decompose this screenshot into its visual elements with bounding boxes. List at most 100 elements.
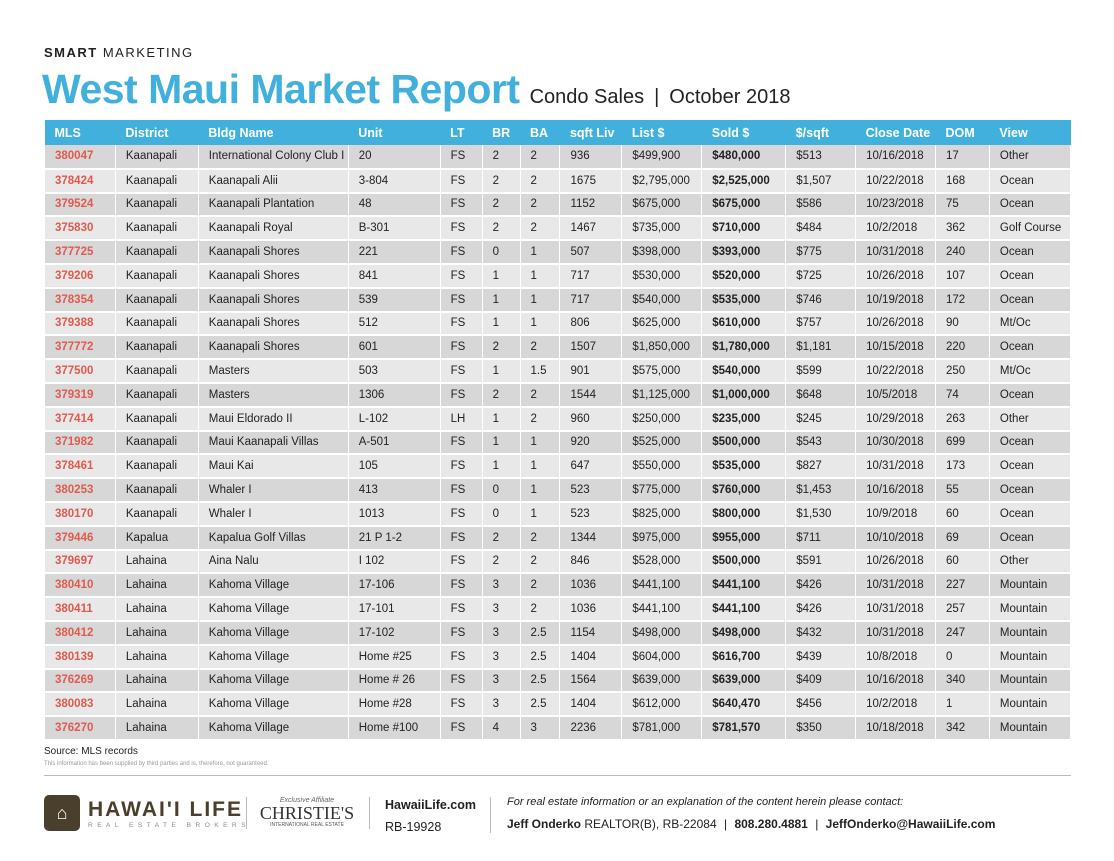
table-cell: 846 [559, 549, 623, 575]
mls-number: 377414 [44, 406, 116, 432]
table-cell: Lahaina [114, 597, 199, 622]
table-cell: 1 [519, 454, 561, 480]
table-cell: Kaanapali [114, 263, 199, 289]
table-row: 379319 Kaanapali Masters 1306 FS 2 2 1544 $1,125… [44, 382, 1072, 408]
marketing-label: MARKETING [102, 45, 194, 60]
table-cell: 10/26/2018 [855, 311, 936, 337]
mls-number: 380253 [44, 478, 116, 503]
column-header: BA [520, 120, 560, 145]
table-cell: Kaanapali [114, 359, 199, 384]
table-row: 377500 Kaanapali Masters 503 FS 1 1.5 901 $575,0… [44, 359, 1072, 384]
table-cell: Ocean [988, 168, 1072, 194]
table-cell: 263 [935, 406, 990, 432]
table-cell: $500,000 [701, 430, 787, 456]
table-row: 380412 Lahaina Kahoma Village 17-102 FS 3 2.5 1… [44, 620, 1072, 646]
table-cell: $484 [785, 216, 857, 242]
table-cell: 1 [519, 287, 561, 313]
table-row: 377414 Kaanapali Maui Eldorado II L-102 LH 1 2… [44, 406, 1072, 432]
table-cell: 1 [519, 263, 561, 289]
table-cell: $535,000 [701, 454, 787, 480]
column-header: $/sqft [785, 120, 856, 145]
table-cell: $432 [785, 620, 857, 646]
table-cell: $1,181 [785, 335, 857, 361]
column-header: Sold $ [701, 120, 786, 145]
table-cell: I 102 [347, 549, 441, 575]
table-cell: 10/22/2018 [855, 168, 936, 194]
table-cell: Masters [197, 359, 349, 384]
smart-label: SMART [44, 45, 98, 60]
table-cell: Ocean [988, 287, 1072, 313]
table-cell: Kaanapali [114, 311, 199, 337]
table-row: 379206 Kaanapali Kaanapali Shores 841 FS 1 1 71… [44, 263, 1072, 289]
table-cell: 10/16/2018 [855, 478, 936, 503]
divider [490, 797, 491, 833]
table-cell: FS [439, 359, 483, 384]
table-cell: Maui Eldorado II [197, 406, 349, 432]
table-cell: Ocean [988, 240, 1072, 265]
table-cell: 699 [935, 430, 990, 456]
table-cell: 17-106 [347, 573, 441, 599]
house-icon: ⌂ [44, 795, 80, 831]
table-cell: Lahaina [114, 620, 199, 646]
divider [369, 797, 370, 829]
table-cell: 0 [481, 501, 521, 527]
table-cell: 1154 [559, 620, 623, 646]
table-cell: 10/5/2018 [855, 382, 936, 408]
table-cell: 1 [481, 263, 521, 289]
table-cell: Lahaina [114, 668, 199, 694]
table-cell: 1344 [559, 525, 623, 551]
table-cell: 0 [481, 240, 521, 265]
table-cell: $639,000 [701, 668, 787, 694]
table-cell: Maui Kai [197, 454, 349, 480]
table-row: 380047 Kaanapali International Colony Club… [44, 145, 1072, 170]
table-cell: Lahaina [114, 644, 199, 670]
table-cell: $746 [785, 287, 857, 313]
column-header: Unit [348, 120, 441, 145]
mls-number: 378424 [44, 168, 116, 194]
table-cell: Mountain [988, 692, 1072, 718]
table-cell: 1675 [559, 168, 623, 194]
table-row: 380083 Lahaina Kahoma Village Home #28 FS 3 2.… [44, 692, 1072, 718]
table-cell: $498,000 [621, 620, 703, 646]
table-cell: 2 [519, 216, 561, 242]
table-cell: 2 [481, 216, 521, 242]
table-cell: $640,470 [701, 692, 787, 718]
table-cell: 220 [935, 335, 990, 361]
agent-email[interactable]: JeffOnderko@HawaiiLife.com [825, 817, 996, 831]
table-cell: Kaanapali [114, 216, 199, 242]
table-cell: 168 [935, 168, 990, 194]
table-cell: FS [439, 620, 483, 646]
table-cell: 1 [481, 311, 521, 337]
table-cell: 90 [935, 311, 990, 337]
website-link[interactable]: HawaiiLife.com [385, 798, 476, 812]
table-cell: 3 [481, 668, 521, 694]
contact-prompt: For real estate information or an explan… [507, 796, 904, 808]
table-cell: $409 [785, 668, 857, 694]
table-cell: 601 [347, 335, 441, 361]
divider [44, 775, 1071, 776]
table-cell: Kaanapali Shores [197, 263, 349, 289]
table-cell: Mountain [988, 644, 1072, 670]
table-cell: $575,000 [621, 359, 703, 384]
table-cell: Kahoma Village [197, 644, 349, 670]
table-cell: 250 [935, 359, 990, 384]
table-cell: $426 [785, 573, 857, 599]
agent-phone[interactable]: 808.280.4881 [734, 817, 808, 831]
table-cell: Kaanapali [114, 145, 199, 170]
column-header: BR [482, 120, 521, 145]
table-cell: 0 [481, 478, 521, 503]
table-cell: Lahaina [114, 549, 199, 575]
table-cell: 512 [347, 311, 441, 337]
table-cell: Kaanapali Shores [197, 287, 349, 313]
table-cell: Home #25 [347, 644, 441, 670]
table-cell: 2 [481, 192, 521, 218]
table-cell: 10/26/2018 [855, 549, 936, 575]
table-cell: $775 [785, 240, 857, 265]
table-cell: $648 [785, 382, 857, 408]
table-cell: $1,530 [785, 501, 857, 527]
report-period: October 2018 [669, 86, 791, 108]
table-cell: Ocean [988, 382, 1072, 408]
affiliate-label: Exclusive Affiliate [279, 797, 335, 804]
table-cell: $1,507 [785, 168, 857, 194]
table-cell: 107 [935, 263, 990, 289]
